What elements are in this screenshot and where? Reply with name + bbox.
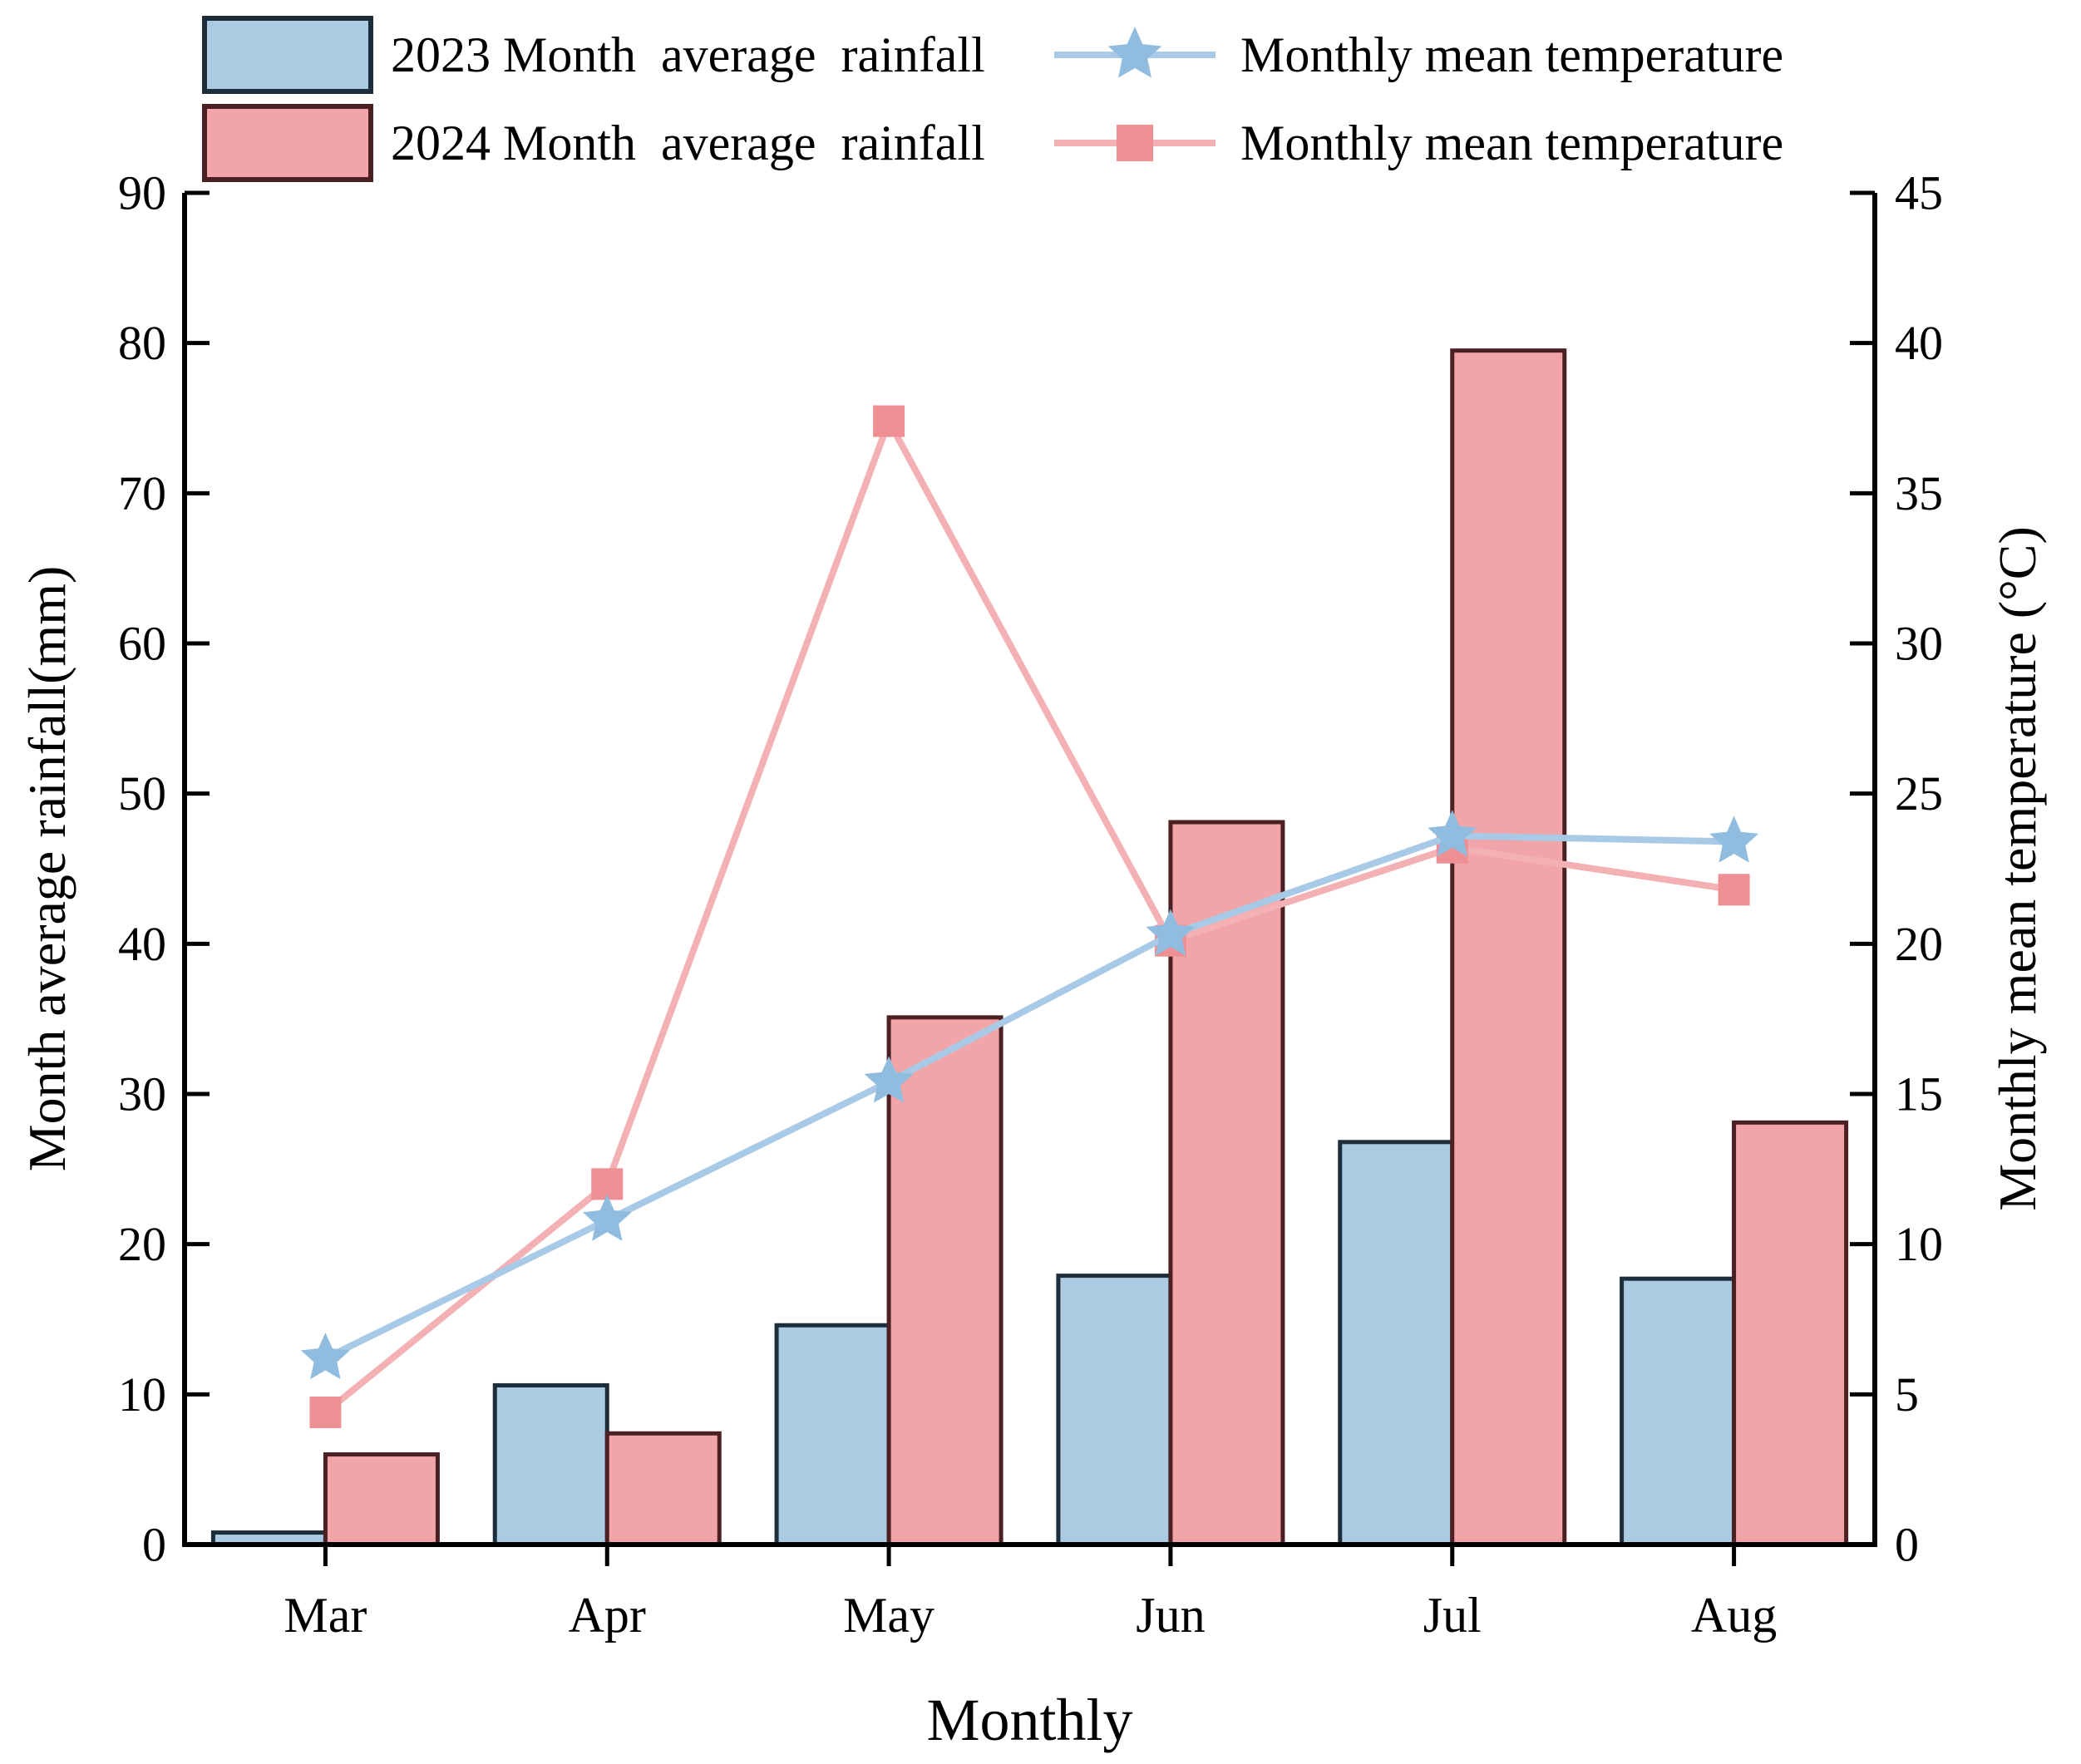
x-axis-tick-label-mar: Mar <box>284 1588 367 1643</box>
temp-2023-marker-mar <box>300 1333 350 1380</box>
x-axis-tick-label-apr: Apr <box>569 1588 646 1643</box>
right-axis-tick-label: 5 <box>1895 1367 1919 1422</box>
bar-2024-aug <box>1732 1120 1849 1547</box>
x-axis-tick-label-jun: Jun <box>1136 1588 1205 1643</box>
x-axis-tick-label-aug: Aug <box>1691 1588 1777 1643</box>
temp-2024-marker-aug <box>1718 874 1750 906</box>
right-axis-tick-label: 30 <box>1895 617 1943 671</box>
right-axis-tick-label: 0 <box>1895 1518 1919 1572</box>
x-axis-title: Monthly <box>926 1687 1132 1753</box>
legend-label-2023-temperature: Monthly mean temperature <box>1240 27 1783 82</box>
temp-2023-marker-jun <box>1146 909 1196 956</box>
legend-square-marker-icon <box>1117 125 1153 161</box>
right-axis-tick-label: 40 <box>1895 316 1943 370</box>
temp-2024-marker-mar <box>309 1397 342 1429</box>
left-axis-tick-label: 70 <box>118 466 166 520</box>
temp-2023-marker-may <box>864 1056 914 1103</box>
left-axis-tick-label: 10 <box>118 1367 166 1422</box>
legend-label-2023-rainfall: 2023 Month average rainfall <box>391 27 985 82</box>
right-axis-tick-label: 20 <box>1895 917 1943 971</box>
right-axis-tick-label: 15 <box>1895 1067 1943 1121</box>
right-axis-title: Monthly mean temperature (°C) <box>1988 526 2047 1211</box>
legend-swatch-2023-rainfall <box>202 16 373 94</box>
bar-2023-jul <box>1338 1140 1455 1547</box>
x-axis-tick-label-may: May <box>843 1588 934 1643</box>
right-axis-tick-label: 45 <box>1895 166 1943 220</box>
left-axis-tick-label: 90 <box>118 166 166 220</box>
left-axis-tick-label: 30 <box>118 1067 166 1121</box>
temp-2023-marker-aug <box>1709 815 1759 863</box>
bar-2023-jun <box>1056 1274 1173 1547</box>
bar-2024-jul <box>1450 348 1567 1547</box>
temp-2024-marker-may <box>873 405 905 437</box>
legend-label-2024-rainfall: 2024 Month average rainfall <box>391 116 985 170</box>
bar-2023-may <box>774 1323 891 1547</box>
temp-2024-line <box>323 412 1735 1416</box>
temp-2023-marker-apr <box>582 1194 632 1241</box>
right-axis-tick-label: 35 <box>1895 466 1943 520</box>
left-axis-title: Month average rainfall(mm) <box>17 566 76 1172</box>
bar-2024-jun <box>1168 820 1285 1547</box>
legend-swatch-2024-rainfall <box>202 104 373 182</box>
left-axis-tick-label: 80 <box>118 316 166 370</box>
legend-label-2024-temperature: Monthly mean temperature <box>1240 116 1783 170</box>
left-axis-tick-label: 60 <box>118 617 166 671</box>
temp-2023-marker-jul <box>1428 810 1477 857</box>
legend-star-marker-icon <box>1107 27 1162 78</box>
left-axis-tick-label: 50 <box>118 766 166 820</box>
left-axis-tick-label: 0 <box>142 1518 166 1572</box>
bar-2024-mar <box>323 1452 440 1547</box>
right-axis-tick-label: 25 <box>1895 766 1943 820</box>
left-axis-tick-label: 20 <box>118 1217 166 1271</box>
x-axis-tick-label-jul: Jul <box>1423 1588 1482 1643</box>
temp-2023-line <box>323 832 1734 1362</box>
left-axis-tick-label: 40 <box>118 917 166 971</box>
bar-2023-apr <box>492 1382 609 1547</box>
bar-2024-may <box>886 1015 1004 1547</box>
bar-2023-aug <box>1620 1276 1737 1547</box>
bar-2024-apr <box>604 1431 722 1547</box>
right-axis-tick-label: 10 <box>1895 1217 1943 1271</box>
